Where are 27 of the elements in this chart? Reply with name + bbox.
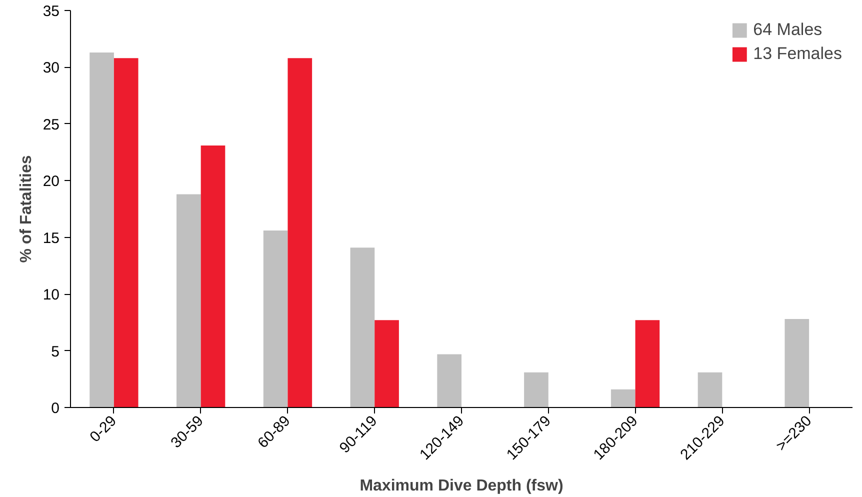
x-axis-title: Maximum Dive Depth (fsw) bbox=[360, 477, 564, 494]
bar bbox=[90, 52, 114, 408]
bar bbox=[350, 248, 375, 408]
bar bbox=[635, 320, 660, 408]
bar bbox=[784, 319, 810, 408]
bar bbox=[437, 354, 462, 408]
y-tick-label: 0 bbox=[51, 400, 60, 417]
bar bbox=[114, 58, 138, 408]
bar bbox=[288, 58, 312, 408]
y-axis-title: % of Fatalities bbox=[18, 155, 35, 263]
bar bbox=[698, 372, 722, 408]
y-tick-label: 35 bbox=[42, 3, 60, 20]
y-tick-label: 5 bbox=[51, 343, 60, 360]
y-tick-label: 15 bbox=[42, 230, 60, 247]
bar bbox=[200, 145, 226, 408]
y-tick-label: 30 bbox=[42, 60, 60, 77]
bar bbox=[524, 372, 548, 408]
bar bbox=[374, 320, 399, 408]
y-tick-label: 25 bbox=[42, 116, 60, 134]
legend-label: 13 Females bbox=[753, 44, 842, 64]
bar bbox=[610, 389, 636, 408]
bar bbox=[176, 194, 201, 408]
bar bbox=[263, 230, 288, 408]
legend-label: 64 Males bbox=[753, 20, 822, 40]
x-tick-label: 0-29 bbox=[86, 412, 120, 446]
y-tick-label: 10 bbox=[42, 286, 60, 304]
y-tick-label: 20 bbox=[42, 173, 60, 190]
